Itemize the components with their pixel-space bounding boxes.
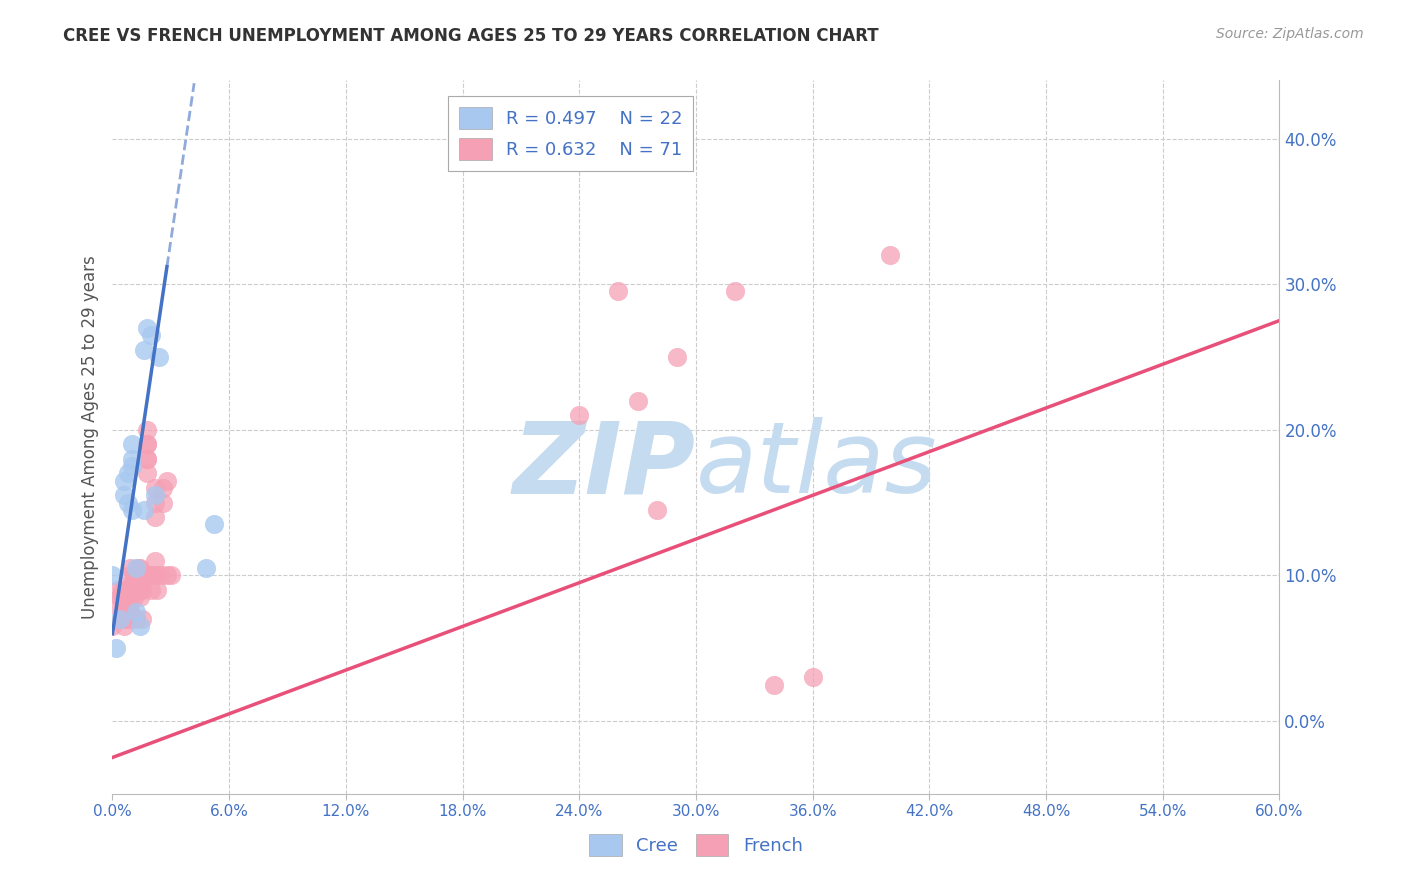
Point [112,474,135,488]
Point [121,437,143,451]
Point [160,568,183,582]
Point [645,503,668,517]
Point [143,488,166,502]
Point [125,605,148,619]
Point [118,605,141,619]
Point [131,582,153,597]
Point [131,612,153,626]
Text: ZIP: ZIP [513,417,696,514]
Point [105,641,128,656]
Point [143,554,166,568]
Point [112,612,135,626]
Point [156,474,179,488]
Point [156,568,179,582]
Point [112,619,135,633]
Point [122,591,145,605]
Point [121,459,143,474]
Point [194,561,217,575]
Point [665,350,688,364]
Point [121,451,143,466]
Point [117,495,139,509]
Point [136,321,159,335]
Point [152,495,174,509]
Point [110,591,132,605]
Point [115,591,138,605]
Point [762,678,785,692]
Point [879,248,901,262]
Point [128,582,150,597]
Point [128,575,150,590]
Text: Source: ZipAtlas.com: Source: ZipAtlas.com [1216,27,1364,41]
Point [117,612,139,626]
Point [143,481,166,495]
Point [121,503,143,517]
Point [627,393,650,408]
Point [143,510,166,524]
Point [117,591,139,605]
Point [115,582,138,597]
Point [143,568,166,582]
Point [115,605,138,619]
Point [127,575,149,590]
Point [568,409,591,423]
Point [101,568,124,582]
Point [131,568,153,582]
Point [146,582,169,597]
Point [141,582,163,597]
Point [136,451,159,466]
Point [724,285,747,299]
Point [125,612,148,626]
Point [125,561,148,575]
Point [136,437,159,451]
Point [141,328,163,343]
Point [136,423,159,437]
Point [107,582,129,597]
Point [132,503,155,517]
Text: CREE VS FRENCH UNEMPLOYMENT AMONG AGES 25 TO 29 YEARS CORRELATION CHART: CREE VS FRENCH UNEMPLOYMENT AMONG AGES 2… [63,27,879,45]
Point [132,343,155,357]
Point [202,517,225,532]
Point [136,467,159,481]
Point [152,481,174,495]
Point [136,437,159,451]
Text: atlas: atlas [696,417,938,514]
Point [143,568,166,582]
Point [105,598,128,612]
Point [136,451,159,466]
Point [148,350,170,364]
Point [128,619,150,633]
Point [150,568,173,582]
Legend: Cree, French: Cree, French [582,827,810,863]
Point [117,598,139,612]
Point [122,582,145,597]
Point [122,575,145,590]
Point [118,568,141,582]
Point [111,582,134,597]
Point [118,591,141,605]
Point [143,495,166,509]
Point [115,605,138,619]
Point [112,488,135,502]
Y-axis label: Unemployment Among Ages 25 to 29 years: Unemployment Among Ages 25 to 29 years [80,255,98,619]
Point [128,561,150,575]
Point [125,568,148,582]
Point [110,612,132,626]
Point [138,568,160,582]
Point [127,582,149,597]
Point [128,568,150,582]
Point [121,575,143,590]
Point [141,568,163,582]
Point [115,598,138,612]
Point [118,582,141,597]
Point [607,285,630,299]
Point [801,670,824,684]
Point [118,598,141,612]
Point [118,561,141,575]
Point [128,591,150,605]
Point [122,568,145,582]
Point [101,619,124,633]
Point [117,467,139,481]
Point [121,582,143,597]
Point [127,561,149,575]
